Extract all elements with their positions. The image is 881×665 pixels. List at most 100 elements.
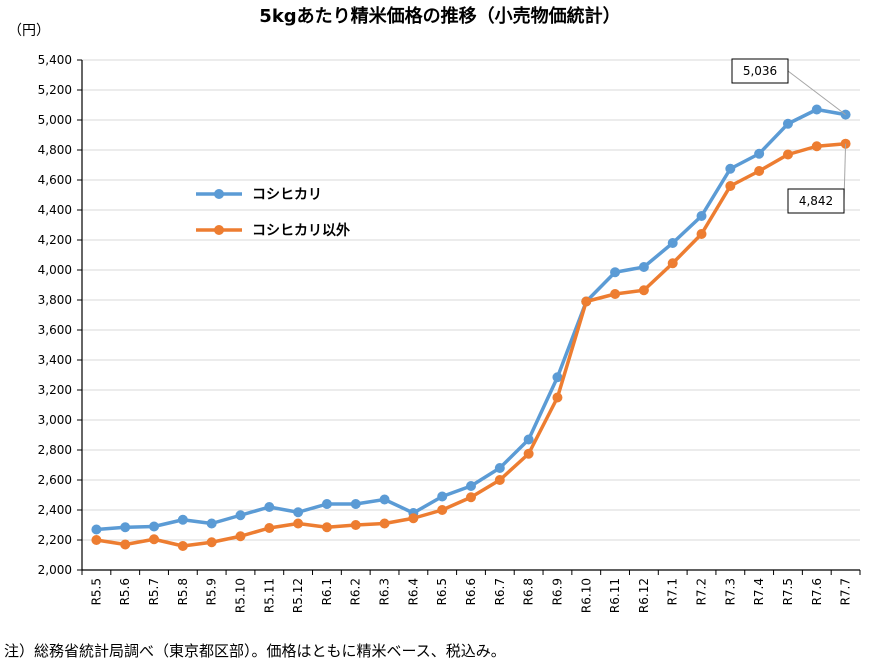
y-tick-label: 5,400 xyxy=(38,53,72,67)
data-point xyxy=(379,518,390,529)
data-point xyxy=(293,507,304,518)
data-point xyxy=(379,494,390,505)
data-point xyxy=(811,141,822,152)
data-point xyxy=(120,522,131,533)
y-tick-label: 3,800 xyxy=(38,293,72,307)
x-tick-label: R5.8 xyxy=(176,578,190,605)
data-point xyxy=(206,537,217,548)
data-point xyxy=(91,535,102,545)
x-tick-label: R5.12 xyxy=(291,578,305,613)
x-tick-label: R6.7 xyxy=(493,578,507,605)
data-point xyxy=(754,166,765,176)
legend-swatch-marker xyxy=(214,225,224,235)
axes xyxy=(77,59,861,575)
data-point xyxy=(206,518,217,529)
data-point xyxy=(149,521,160,532)
legend-label: コシヒカリ以外 xyxy=(252,222,350,239)
callout-label: 5,036 xyxy=(743,64,777,78)
data-point xyxy=(754,148,765,159)
x-tick-label: R6.9 xyxy=(550,578,564,605)
x-tick-label: R5.5 xyxy=(89,578,103,605)
data-point xyxy=(466,492,476,503)
footnote: 注）総務省統計局調べ（東京都区部）。価格はともに精米ベース、税込み。 xyxy=(4,642,506,660)
data-point xyxy=(437,491,448,502)
legend-swatch-marker xyxy=(214,189,224,199)
data-point xyxy=(581,296,592,307)
data-point xyxy=(667,238,678,248)
x-tick-label: R7.2 xyxy=(695,578,709,605)
data-point xyxy=(696,229,707,239)
data-point xyxy=(350,499,361,509)
y-tick-label: 2,400 xyxy=(38,503,72,517)
y-tick-label: 2,800 xyxy=(38,443,72,457)
y-tick-label: 4,400 xyxy=(38,203,72,217)
y-axis-ticks: 2,000 2,200 2,400 2,600 2,800 3,000 3,200 3,400… xyxy=(38,53,72,577)
data-point xyxy=(408,513,419,524)
x-tick-label: R7.4 xyxy=(752,578,766,605)
callout-box xyxy=(731,58,789,84)
callout-box xyxy=(787,188,845,214)
chart-title: 5kgあたり精米価格の推移（小売物価統計） xyxy=(259,5,620,27)
y-tick-label: 4,600 xyxy=(38,173,72,187)
y-tick-label: 5,000 xyxy=(38,113,72,127)
data-point xyxy=(494,463,505,473)
data-point xyxy=(466,481,476,491)
y-tick-label: 2,000 xyxy=(38,563,72,577)
x-tick-label: R6.10 xyxy=(579,578,593,613)
data-point xyxy=(552,392,563,403)
data-point xyxy=(437,505,448,515)
x-tick-label: R5.9 xyxy=(205,578,219,605)
data-point xyxy=(149,534,160,545)
data-point xyxy=(523,448,534,459)
y-axis-unit-label: （円） xyxy=(8,23,50,39)
legend-label: コシヒカリ xyxy=(252,187,322,203)
data-point xyxy=(293,518,304,529)
value-callouts: 5,036 4,842 xyxy=(731,58,847,214)
data-point xyxy=(120,539,131,550)
data-point xyxy=(91,524,102,535)
y-tick-label: 2,600 xyxy=(38,473,72,487)
y-tick-label: 3,600 xyxy=(38,323,72,337)
data-point xyxy=(235,510,246,521)
x-tick-label: R5.10 xyxy=(233,578,247,613)
data-point xyxy=(494,475,505,485)
x-tick-label: R6.4 xyxy=(406,578,420,605)
x-tick-label: R7.3 xyxy=(723,578,737,605)
x-tick-label: R7.1 xyxy=(666,578,680,605)
y-tick-label: 4,000 xyxy=(38,263,72,277)
x-tick-label: R6.8 xyxy=(522,578,536,605)
y-tick-label: 4,800 xyxy=(38,143,72,157)
data-point xyxy=(725,163,736,174)
x-tick-label: R5.6 xyxy=(118,578,132,605)
price-line-chart: 5kgあたり精米価格の推移（小売物価統計） （円） 2,000 2,200 2,40… xyxy=(8,5,861,613)
gridlines xyxy=(82,59,860,541)
x-tick-label: R6.12 xyxy=(637,578,651,613)
series-lines xyxy=(91,104,851,551)
x-tick-label: R7.5 xyxy=(781,578,795,605)
data-point xyxy=(638,262,649,272)
y-tick-label: 5,200 xyxy=(38,83,72,97)
data-point xyxy=(610,289,621,299)
data-point xyxy=(350,520,361,530)
data-point xyxy=(696,211,707,221)
data-point xyxy=(782,149,793,160)
data-point xyxy=(321,499,332,509)
x-tick-label: R6.5 xyxy=(435,578,449,605)
data-point xyxy=(235,531,246,542)
data-point xyxy=(523,434,534,445)
data-point xyxy=(321,522,332,533)
x-tick-label: R6.6 xyxy=(464,578,478,605)
x-tick-label: R6.1 xyxy=(320,578,334,605)
data-point xyxy=(782,118,793,129)
x-tick-label: R6.2 xyxy=(349,578,363,605)
data-point xyxy=(725,181,736,191)
y-tick-label: 3,400 xyxy=(38,353,72,367)
callout-leader xyxy=(787,70,846,115)
x-tick-label: R6.11 xyxy=(608,578,622,613)
data-point xyxy=(811,104,822,115)
data-point xyxy=(177,514,188,525)
x-tick-label: R7.7 xyxy=(839,578,853,605)
data-point xyxy=(552,372,563,383)
data-point xyxy=(177,541,188,551)
